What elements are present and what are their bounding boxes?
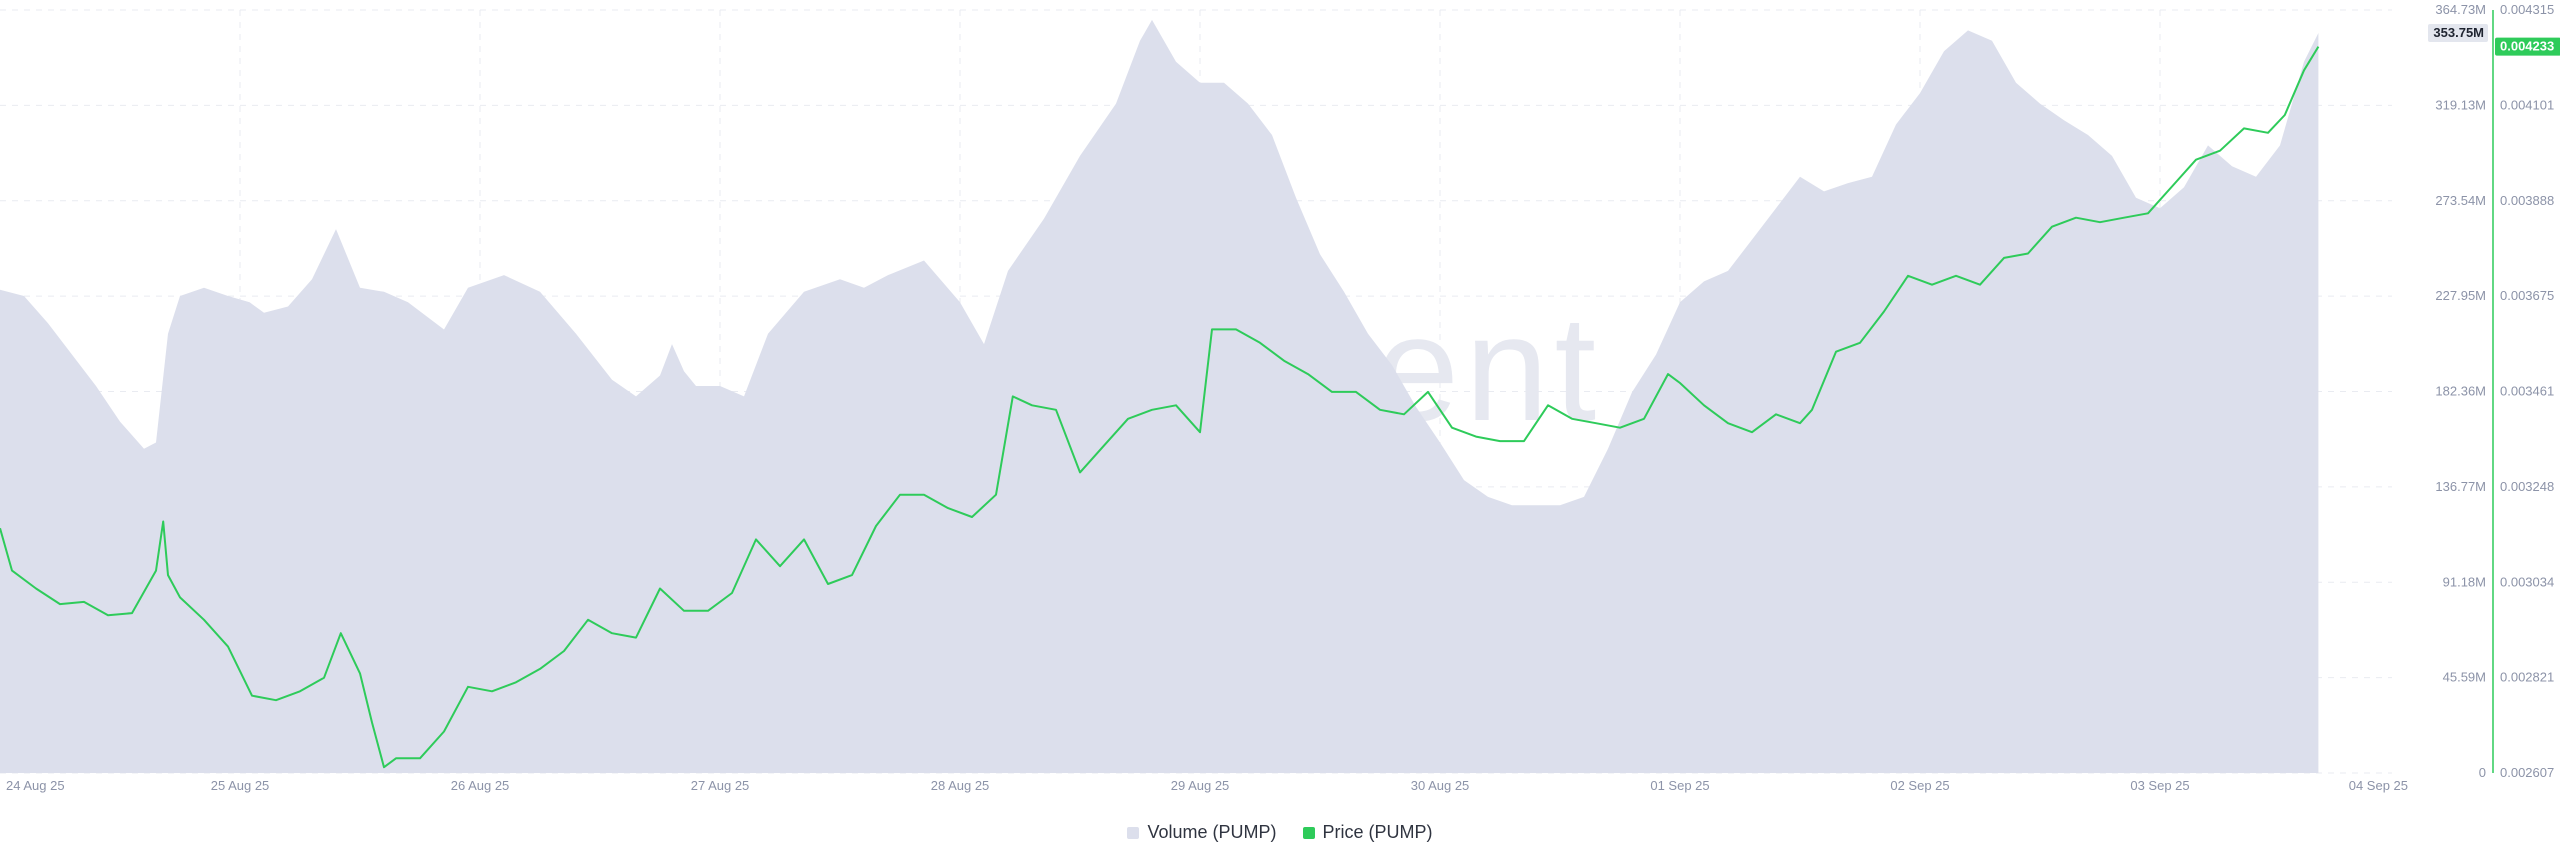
price-tick-label: 0.003888 [2500, 193, 2554, 208]
price-current-badge [2495, 37, 2560, 56]
price-current-label: 0.004233 [2500, 39, 2554, 54]
axes: 0 0.002607 45.59M 0.002821 91.18M 0.003034 136… [6, 2, 2560, 793]
x-tick-label: 03 Sep 25 [2130, 778, 2189, 793]
x-tick-label: 02 Sep 25 [1890, 778, 1949, 793]
price-tick-label: 0.003034 [2500, 574, 2554, 589]
volume-tick-label: 91.18M [2443, 574, 2486, 589]
volume-tick-label: 0 [2479, 765, 2486, 780]
price-tick-label: 0.004101 [2500, 97, 2554, 112]
volume-current-badge [2428, 23, 2488, 42]
legend-label-price: Price (PUMP) [1322, 822, 1433, 842]
price-tick-label: 0.002821 [2500, 670, 2554, 685]
volume-tick-label: 136.77M [2435, 479, 2486, 494]
x-tick-label: 25 Aug 25 [211, 778, 270, 793]
legend-item-price[interactable]: Price (PUMP) [1302, 822, 1433, 843]
price-tick-label: 0.004315 [2500, 2, 2554, 17]
volume-tick-label: 182.36M [2435, 384, 2486, 399]
volume-tick-label: 364.73M [2435, 2, 2486, 17]
volume-tick-label: 227.95M [2435, 288, 2486, 303]
price-tick-label: 0.003461 [2500, 384, 2554, 399]
legend-label-volume: Volume (PUMP) [1147, 822, 1277, 842]
price-line-path [0, 46, 2320, 769]
volume-tick-label: 319.13M [2435, 97, 2486, 112]
price-line [0, 46, 2320, 769]
volume-current-label: 353.75M [2433, 25, 2484, 40]
volume-area-path [0, 19, 2319, 773]
volume-area [0, 19, 2319, 773]
volume-tick-label: 273.54M [2435, 193, 2486, 208]
x-tick-label: 29 Aug 25 [1171, 778, 1230, 793]
price-tick-label: 0.003248 [2500, 479, 2554, 494]
x-tick-label: 01 Sep 25 [1650, 778, 1709, 793]
x-tick-label: 24 Aug 25 [6, 778, 65, 793]
price-tick-label: 0.002607 [2500, 765, 2554, 780]
legend-item-volume[interactable]: Volume (PUMP) [1127, 822, 1277, 843]
x-tick-label: 30 Aug 25 [1411, 778, 1470, 793]
volume-tick-label: 45.59M [2443, 670, 2486, 685]
x-tick-label: 04 Sep 25 [2349, 778, 2408, 793]
x-tick-label: 26 Aug 25 [451, 778, 510, 793]
legend: Volume (PUMP) Price (PUMP) [0, 822, 2560, 843]
price-tick-label: 0.003675 [2500, 288, 2554, 303]
x-tick-label: 28 Aug 25 [931, 778, 990, 793]
price-swatch [1302, 826, 1315, 839]
x-tick-label: 27 Aug 25 [691, 778, 750, 793]
volume-swatch [1127, 826, 1140, 839]
